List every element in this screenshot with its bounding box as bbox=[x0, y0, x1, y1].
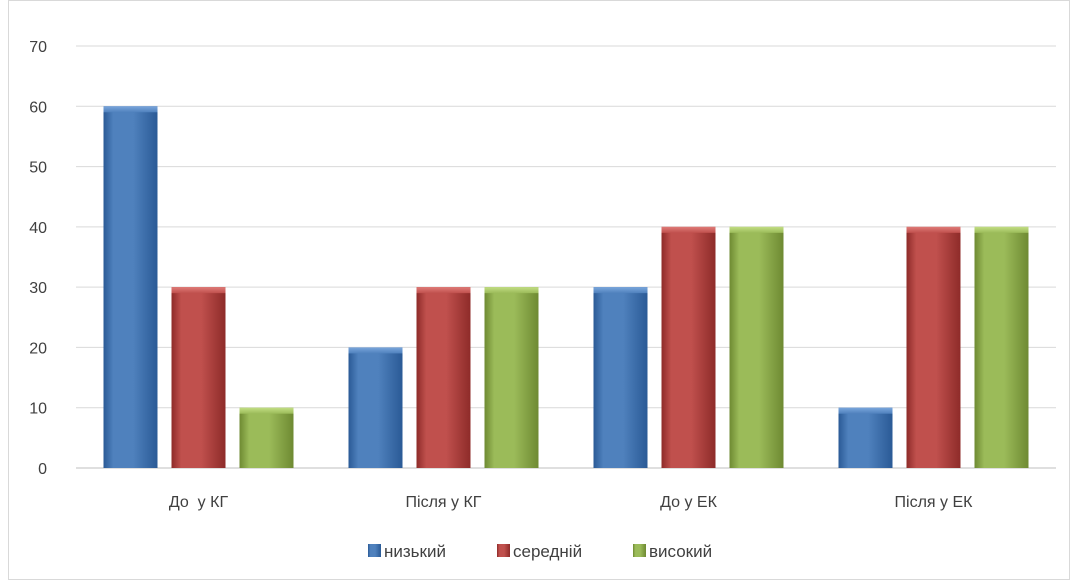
bar-cap bbox=[348, 347, 403, 354]
bar-середній bbox=[171, 287, 226, 468]
legend-label: низький bbox=[384, 542, 446, 561]
y-tick-label: 30 bbox=[29, 280, 47, 297]
bar-високий bbox=[484, 287, 539, 468]
y-tick-label: 70 bbox=[29, 39, 47, 56]
y-tick-label: 60 bbox=[29, 99, 47, 116]
bar-cap bbox=[239, 407, 294, 414]
x-tick-label: Після у ЕК bbox=[895, 494, 974, 511]
x-axis-ticks: До у КГ Після у КГ До у ЕК Після у ЕК bbox=[169, 494, 973, 511]
bar-середній bbox=[416, 287, 471, 468]
x-tick-label: До у ЕК bbox=[660, 494, 717, 511]
y-tick-label: 10 bbox=[29, 401, 47, 418]
legend-swatch bbox=[368, 544, 381, 557]
y-tick-label: 0 bbox=[38, 461, 47, 478]
bar-низький bbox=[348, 347, 403, 468]
legend: низький середній високий bbox=[368, 542, 712, 561]
bar-cap bbox=[906, 226, 961, 233]
y-tick-label: 50 bbox=[29, 160, 47, 177]
y-tick-label: 40 bbox=[29, 220, 47, 237]
bar-високий bbox=[974, 226, 1029, 468]
bar-cap bbox=[484, 287, 539, 294]
bar-cap bbox=[171, 287, 226, 294]
bar-cap bbox=[729, 226, 784, 233]
bar-низький bbox=[838, 407, 893, 468]
bars bbox=[103, 106, 1029, 469]
grid-lines bbox=[76, 45, 1056, 469]
bar-високий bbox=[729, 226, 784, 468]
x-tick-label: Після у КГ bbox=[406, 494, 482, 511]
bar-cap bbox=[974, 226, 1029, 233]
y-axis-ticks: 0 10 20 30 40 50 60 70 bbox=[29, 39, 47, 478]
bar-низький bbox=[593, 287, 648, 468]
legend-swatch bbox=[633, 544, 646, 557]
bar-cap bbox=[103, 106, 158, 113]
bar-cap bbox=[838, 407, 893, 414]
legend-label: високий bbox=[649, 542, 712, 561]
bar-середній bbox=[906, 226, 961, 468]
y-tick-label: 20 bbox=[29, 340, 47, 357]
x-tick-label: До у КГ bbox=[169, 494, 229, 511]
legend-label: середній bbox=[513, 542, 582, 561]
bar-середній bbox=[661, 226, 716, 468]
bar-cap bbox=[416, 287, 471, 294]
bar-cap bbox=[661, 226, 716, 233]
legend-swatch bbox=[497, 544, 510, 557]
bar-низький bbox=[103, 106, 158, 469]
bar-cap bbox=[593, 287, 648, 294]
bar-високий bbox=[239, 407, 294, 468]
